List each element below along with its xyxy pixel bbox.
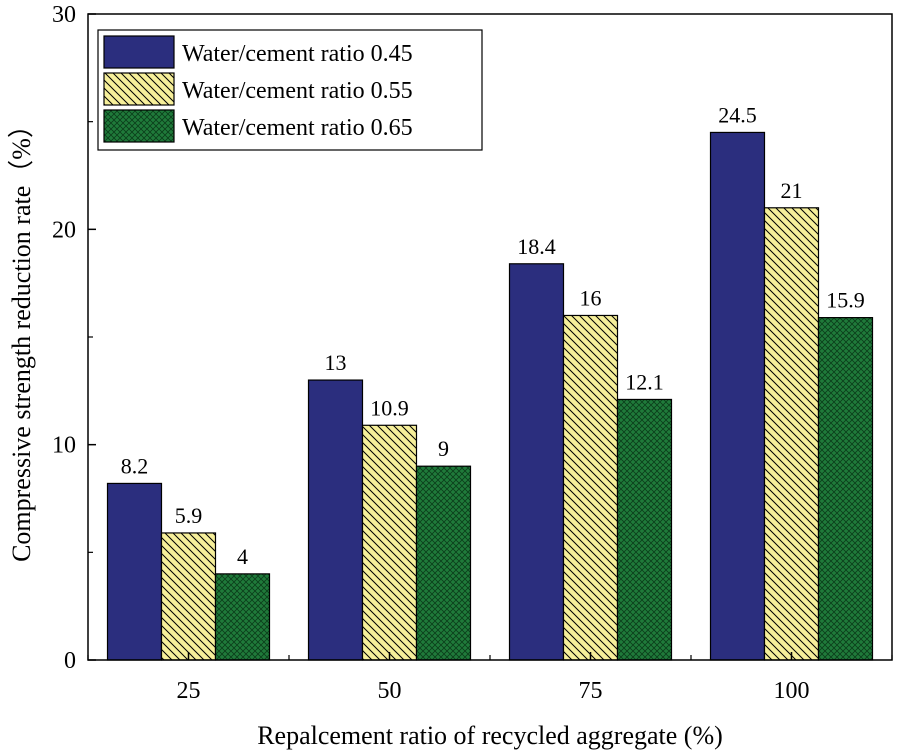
value-label: 5.9 (175, 503, 203, 528)
value-label: 9 (438, 436, 449, 461)
bar-100-series-1 (709, 131, 766, 661)
y-tick-label: 10 (52, 433, 76, 459)
bars-group (106, 131, 874, 661)
x-tick-label: 50 (378, 678, 402, 704)
legend-swatch (103, 109, 175, 143)
value-label: 4 (237, 544, 248, 569)
x-tick-label: 75 (579, 678, 603, 704)
bar-75-series-3 (616, 398, 673, 661)
bar-75-series-2 (562, 314, 619, 661)
legend-swatch (103, 72, 175, 106)
value-label: 24.5 (718, 102, 757, 127)
y-tick-label: 20 (52, 217, 76, 243)
legend-label: Water/cement ratio 0.45 (182, 41, 413, 67)
value-label: 12.1 (625, 369, 664, 394)
value-label: 18.4 (517, 234, 556, 259)
value-label: 16 (580, 285, 602, 310)
legend-label: Water/cement ratio 0.55 (182, 78, 413, 104)
bar-25-series-1 (106, 482, 163, 661)
y-tick-label: 0 (64, 648, 76, 674)
value-labels-group: 8.2 5.9 4 13 10.9 9 18.4 16 12.1 24.5 21 15.9 (121, 102, 865, 568)
legend-swatch (103, 35, 175, 69)
bar-25-series-2 (160, 532, 217, 661)
legend: Water/cement ratio 0.45 Water/cement rati… (97, 29, 483, 151)
y-axis-label: Compressive strength reduction rate（%） (7, 112, 36, 562)
legend-label: Water/cement ratio 0.65 (182, 115, 413, 141)
value-label: 8.2 (121, 453, 149, 478)
y-tick-label: 30 (52, 2, 76, 28)
x-axis: 25 50 75 100 (87, 652, 893, 704)
value-label: 13 (325, 350, 347, 375)
bar-25-series-3 (214, 573, 271, 661)
bar-100-series-2 (763, 207, 820, 661)
y-axis: 0 10 20 30 (52, 2, 96, 674)
x-tick-label: 25 (177, 678, 201, 704)
bar-75-series-1 (508, 263, 565, 661)
x-axis-label: Repalcement ratio of recycled aggregate … (257, 721, 723, 750)
value-label: 10.9 (370, 395, 409, 420)
bar-50-series-3 (415, 465, 472, 661)
value-label: 15.9 (826, 288, 865, 313)
bar-100-series-3 (817, 317, 874, 661)
x-tick-label: 100 (774, 678, 810, 704)
value-label: 21 (781, 178, 803, 203)
bar-50-series-2 (361, 424, 418, 661)
bar-50-series-1 (307, 379, 364, 661)
